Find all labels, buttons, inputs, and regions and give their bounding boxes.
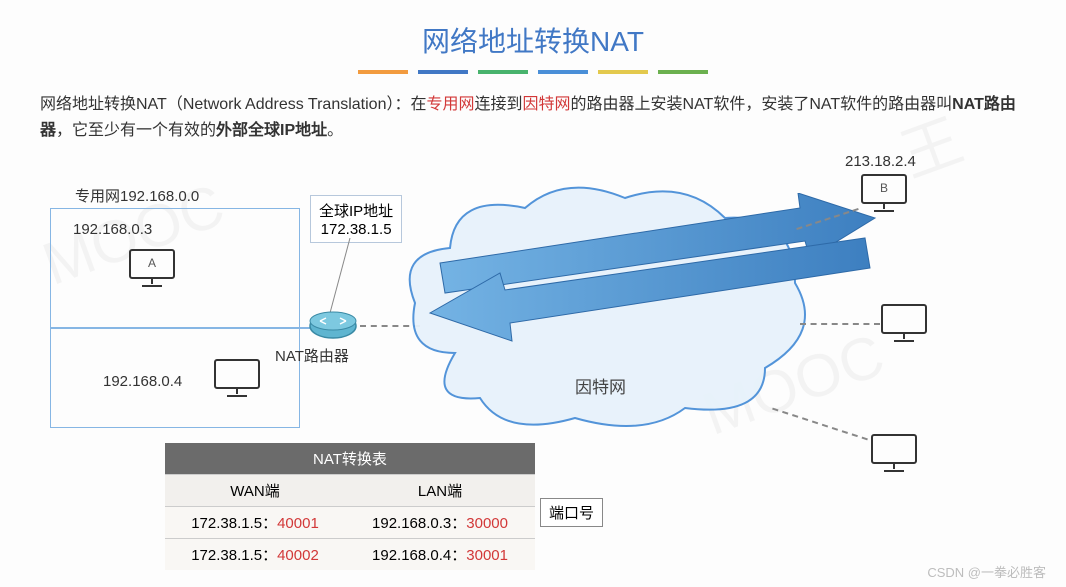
nat-wan-head: WAN端 (165, 475, 345, 507)
computer-a-icon: A (128, 248, 176, 290)
page-title: 网络地址转换NAT (0, 0, 1066, 60)
nat-router-icon (308, 311, 358, 341)
csdn-watermark: CSDN @一拳必胜客 (927, 562, 1046, 581)
desc-red-2: 因特网 (523, 96, 571, 113)
computer-c-icon (213, 358, 261, 400)
bar-2 (418, 70, 468, 74)
host-a-tag: A (148, 256, 156, 270)
desc-text: 网络地址转换NAT（Network Address Translation）：在 (40, 96, 426, 113)
computer-b-icon: B (860, 173, 908, 215)
nat-table-title: NAT转换表 (165, 443, 535, 475)
host-b-tag: B (880, 181, 888, 195)
host-c-ip: 192.168.0.4 (103, 373, 182, 390)
title-bars (0, 70, 1066, 74)
callout-line (320, 238, 360, 318)
bar-1 (358, 70, 408, 74)
nat-diagram: 专用网192.168.0.0 192.168.0.3 A 192.168.0.4… (0, 163, 1066, 563)
link-r1 (800, 323, 880, 325)
lan-ip-2: 192.168.0.4： (372, 547, 466, 564)
bar-6 (658, 70, 708, 74)
nat-lan-head: LAN端 (345, 475, 535, 507)
computer-r2-icon (870, 433, 918, 475)
global-ip-box: 全球IP地址 172.38.1.5 (310, 195, 402, 243)
wan-port-1: 40001 (277, 515, 319, 532)
global-ip-label: 全球IP地址 (319, 200, 393, 221)
bar-5 (598, 70, 648, 74)
lan-port-2: 30001 (466, 547, 508, 564)
nat-row-1: 172.38.1.5：40001 192.168.0.3：30000 (165, 507, 535, 539)
desc-red-1: 专用网 (426, 96, 474, 113)
bar-3 (478, 70, 528, 74)
nat-table: NAT转换表 WAN端 LAN端 172.38.1.5：40001 192.16… (165, 443, 535, 570)
desc-text: 的路由器上安装NAT软件，安装了NAT软件的路由器叫 (571, 96, 953, 113)
desc-text: ，它至少有一个有效的 (56, 122, 216, 139)
desc-text: 。 (327, 122, 343, 139)
wan-ip-1: 172.38.1.5： (191, 515, 277, 532)
host-a-ip: 192.168.0.3 (73, 221, 152, 238)
bar-4 (538, 70, 588, 74)
wan-port-2: 40002 (277, 547, 319, 564)
internet-label: 因特网 (575, 373, 626, 398)
nat-router-label: NAT路由器 (275, 345, 349, 366)
lan-port-1: 30000 (466, 515, 508, 532)
global-ip-value: 172.38.1.5 (319, 221, 393, 238)
desc-bold-2: 外部全球IP地址 (216, 122, 327, 139)
host-b-ip: 213.18.2.4 (845, 153, 916, 170)
wan-ip-2: 172.38.1.5： (191, 547, 277, 564)
lan-ip-1: 192.168.0.3： (372, 515, 466, 532)
private-net-label: 专用网192.168.0.0 (75, 185, 199, 206)
port-label-box: 端口号 (540, 498, 603, 527)
desc-text: 连接到 (474, 96, 522, 113)
arrows-icon (420, 193, 890, 353)
computer-r1-icon (880, 303, 928, 345)
nat-row-2: 172.38.1.5：40002 192.168.0.4：30001 (165, 539, 535, 571)
